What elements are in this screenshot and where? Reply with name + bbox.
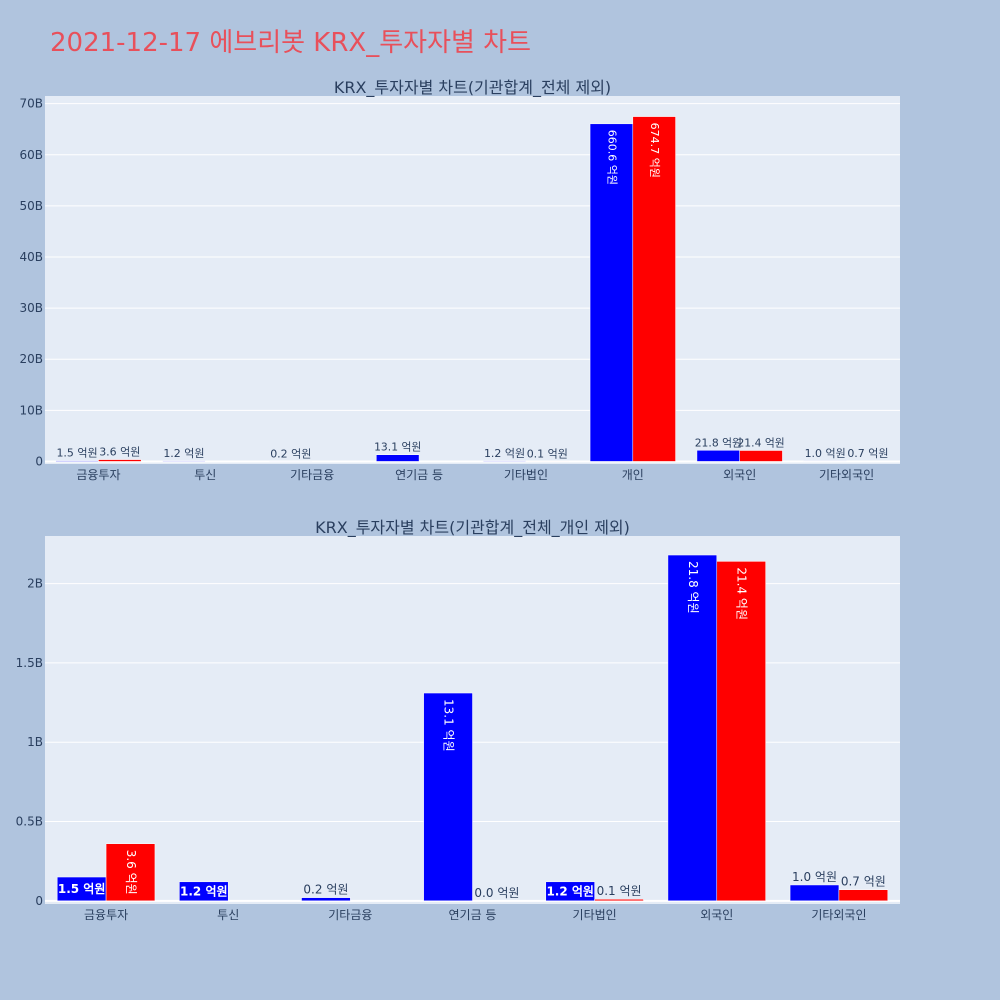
x-tick-label: 투신 — [194, 468, 216, 482]
data-label: 1.0 억원 — [792, 870, 837, 884]
bar — [301, 897, 351, 902]
bar — [632, 116, 676, 462]
data-label: 3.6 억원 — [99, 446, 140, 459]
bar — [589, 123, 634, 462]
y-tick-label: 50B — [19, 199, 43, 213]
x-tick-label: 외국인 — [700, 908, 733, 922]
y-tick-label: 2B — [27, 577, 43, 591]
plot-area — [45, 96, 900, 464]
y-tick-label: 10B — [19, 403, 43, 417]
data-label: 674.7 억원 — [648, 123, 661, 178]
x-tick-label: 외국인 — [723, 468, 756, 482]
bar — [667, 554, 718, 902]
y-tick-label: 30B — [19, 301, 43, 315]
bar — [696, 450, 740, 462]
x-tick-label: 기타법인 — [573, 908, 617, 922]
y-tick-label: 0 — [35, 894, 43, 908]
bar — [482, 460, 527, 462]
data-label: 0.1 억원 — [527, 447, 568, 460]
page-title: 2021-12-17 에브리봇 KRX_투자자별 차트 — [50, 28, 532, 58]
y-tick-label: 1.5B — [16, 656, 43, 670]
bar — [376, 454, 420, 462]
data-label: 0.1 억원 — [597, 884, 642, 898]
x-tick-label: 기타법인 — [504, 468, 548, 482]
y-tick-label: 60B — [19, 148, 43, 162]
x-tick-label: 투신 — [217, 908, 239, 922]
data-label: 1.5 억원 — [56, 447, 97, 460]
y-tick-label: 1B — [27, 735, 43, 749]
bar — [105, 843, 156, 902]
x-tick-label: 연기금 등 — [449, 908, 497, 922]
bar — [162, 460, 206, 462]
data-label: 0.7 억원 — [841, 875, 886, 889]
data-label: 21.8 억원 — [686, 561, 700, 614]
bar — [716, 561, 766, 902]
chart-title: KRX_투자자별 차트(기관합계_전체 제외) — [334, 78, 611, 98]
y-tick-label: 70B — [19, 97, 43, 111]
data-label: 1.2 억원 — [484, 447, 525, 460]
bar — [55, 460, 99, 462]
x-tick-label: 기타외국인 — [819, 468, 874, 482]
x-tick-label: 금융투자 — [76, 468, 120, 482]
data-label: 0.2 억원 — [303, 883, 348, 897]
bar — [179, 881, 229, 902]
bar — [98, 459, 142, 462]
bar — [838, 889, 889, 902]
data-label: 0.0 억원 — [474, 886, 519, 900]
chart-title: KRX_투자자별 차트(기관합계_전체_개인 제외) — [315, 518, 630, 538]
x-tick-label: 기타금융 — [290, 468, 334, 482]
y-tick-label: 40B — [19, 250, 43, 264]
x-tick-label: 기타금융 — [328, 908, 372, 922]
x-tick-label: 금융투자 — [84, 908, 128, 922]
data-label: 21.4 억원 — [735, 567, 749, 620]
bar — [789, 884, 840, 902]
data-label: 21.4 억원 — [737, 437, 784, 450]
x-tick-label: 기타외국인 — [811, 908, 866, 922]
bar — [594, 898, 644, 902]
bar — [423, 692, 473, 902]
data-label: 1.2 억원 — [163, 447, 204, 460]
y-tick-label: 0.5B — [16, 815, 43, 829]
x-tick-label: 개인 — [622, 468, 644, 482]
data-label: 0.2 억원 — [270, 447, 311, 460]
chart-bottom: 0 0.5B 1B 1.5B 2B KRX_투자자별 차트(기관합계_전체_개인 제외) 금… — [16, 518, 900, 922]
y-tick-label: 20B — [19, 352, 43, 366]
y-tick-label: 0 — [35, 454, 43, 468]
bar — [545, 881, 595, 902]
data-label: 660.6 억원 — [605, 130, 618, 185]
chart-top: 0 10B 20B 30B 40B 50B 60B 70B KRX_투자자별 차트(기관합계_전… — [19, 78, 900, 482]
data-label: 1.5 억원 — [58, 882, 106, 896]
data-label: 21.8 억원 — [695, 436, 742, 449]
data-label: 13.1 억원 — [442, 699, 456, 752]
data-label: 0.7 억원 — [847, 447, 888, 460]
data-label: 13.1 억원 — [374, 441, 421, 454]
data-label: 1.0 억원 — [805, 447, 846, 460]
x-tick-label: 연기금 등 — [395, 468, 443, 482]
bar — [803, 460, 847, 462]
data-label: 3.6 억원 — [124, 850, 138, 895]
bar — [739, 450, 783, 462]
data-label: 1.2 억원 — [180, 884, 228, 898]
data-label: 1.2 억원 — [546, 884, 594, 898]
